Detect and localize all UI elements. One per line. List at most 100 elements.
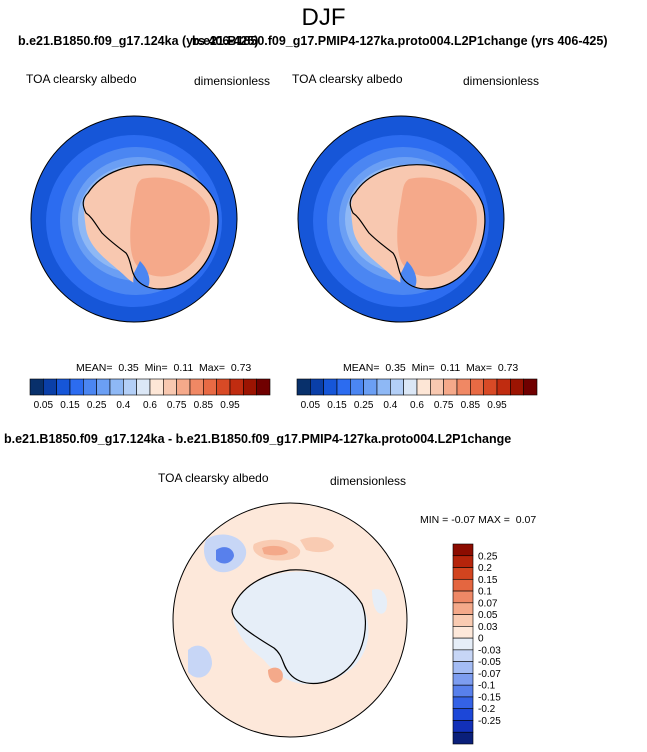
panel1-colorbar-swatch <box>149 378 164 396</box>
diff-colorbar-tick-label: 0.03 <box>478 622 498 633</box>
panel2-colorbar-swatch <box>403 378 418 396</box>
panel2-colorbar-swatch <box>496 378 511 396</box>
panel1-colorbar-swatch <box>123 378 137 396</box>
diff-colorbar-swatch <box>452 626 474 639</box>
panel2-colorbar-tick-label: 0.95 <box>487 400 507 411</box>
panel2-colorbar-swatch <box>336 378 351 396</box>
diff-colorbar-swatch <box>452 661 474 674</box>
diff-colorbar-tick-label: -0.25 <box>478 716 501 727</box>
panel2-colorbar-swatch <box>416 378 431 396</box>
panel2-colorbar: 0.05 0.15 0.25 0.4 0.6 0.75 0.85 0.95 <box>296 378 538 411</box>
diff-panel-title: b.e21.B1850.f09_g17.124ka - b.e21.B1850.… <box>4 432 512 446</box>
diff-colorbar-tick-label: -0.1 <box>478 681 496 692</box>
panel1-colorbar-swatch <box>83 378 97 396</box>
diff-colorbar-tick-label: -0.05 <box>478 657 501 668</box>
panel1-colorbar-swatch <box>243 378 257 396</box>
panel1-colorbar-tick-label: 0.4 <box>116 400 130 411</box>
panel2-colorbar-swatch <box>470 378 484 396</box>
panel2-colorbar-swatch <box>310 378 324 396</box>
diff-colorbar-swatch <box>452 602 474 615</box>
diff-colorbar-tick-label: -0.07 <box>478 669 501 680</box>
panel1-colorbar-swatch <box>109 378 124 396</box>
panel2-variable-label: TOA clearsky albedo <box>292 72 403 86</box>
diff-colorbar-swatch <box>452 637 474 651</box>
panel2-colorbar-swatch <box>510 378 524 396</box>
diff-colorbar-tick-label: 0.05 <box>478 610 498 621</box>
panel1-colorbar-swatch <box>43 378 57 396</box>
panel1-variable-label: TOA clearsky albedo <box>26 72 137 86</box>
panel2-colorbar-tick-label: 0.4 <box>383 400 397 411</box>
diff-colorbar-tick-label: -0.03 <box>478 645 501 656</box>
panel1-title: b.e21.B1850.f09_g17.124ka (yrs 406-425) <box>18 34 259 48</box>
panel1-stats: MEAN= 0.35 Min= 0.11 Max= 0.73 <box>76 362 252 374</box>
panel1-colorbar-swatch <box>256 378 271 396</box>
panel1-colorbar-tick-label: 0.85 <box>194 400 214 411</box>
diff-colorbar-swatch <box>452 684 474 698</box>
panel1-colorbar-swatch <box>189 378 204 396</box>
panel1-colorbar-tick-label: 0.6 <box>143 400 157 411</box>
panel1-colorbar-swatch <box>163 378 177 396</box>
panel1-colorbar: 0.05 0.15 0.25 0.4 0.6 0.75 0.85 0.95 <box>29 378 271 411</box>
diff-colorbar-swatch <box>452 649 474 662</box>
panel2-colorbar-swatch <box>443 378 458 396</box>
diff-polar-map <box>172 502 408 738</box>
panel2-colorbar-tick-label: 0.15 <box>327 400 347 411</box>
panel2-colorbar-swatch <box>456 378 471 396</box>
diff-colorbar-tick-label: 0.2 <box>478 563 492 574</box>
panel1-colorbar-swatch <box>136 378 151 396</box>
diff-colorbar-tick-label: 0.1 <box>478 587 492 598</box>
panel2-colorbar-tick-label: 0.05 <box>301 400 321 411</box>
panel1-colorbar-tick-label: 0.25 <box>87 400 107 411</box>
diff-colorbar-tick-label: 0.25 <box>478 551 498 562</box>
panel1-colorbar-tick-label: 0.75 <box>167 400 187 411</box>
panel1-colorbar-tick-label: 0.95 <box>220 400 240 411</box>
panel2-stats: MEAN= 0.35 Min= 0.11 Max= 0.73 <box>343 362 519 374</box>
figure-title: DJF <box>301 4 346 31</box>
panel1-units-label: dimensionless <box>194 74 271 88</box>
diff-colorbar-tick-label: 0.15 <box>478 575 498 586</box>
panel2-colorbar-tick-label: 0.75 <box>434 400 454 411</box>
diff-colorbar-swatch <box>452 543 474 557</box>
panel2-colorbar-swatch <box>350 378 364 396</box>
panel2-units-label: dimensionless <box>463 74 540 88</box>
panel1-colorbar-swatch <box>69 378 84 396</box>
diff-colorbar-tick-label: -0.2 <box>478 704 496 715</box>
panel1-colorbar-swatch <box>229 378 244 396</box>
panel1-colorbar-swatch <box>216 378 231 396</box>
diff-colorbar-swatch <box>452 614 474 627</box>
panel2-colorbar-swatch <box>363 378 378 396</box>
diff-colorbar-swatch <box>452 578 474 592</box>
diff-colorbar-swatch <box>452 720 474 733</box>
diff-colorbar-tick-label: 0 <box>478 634 484 645</box>
panel2-colorbar-tick-label: 0.6 <box>410 400 424 411</box>
panel1-colorbar-swatch <box>96 378 111 396</box>
diff-colorbar-tick-label: -0.15 <box>478 692 501 703</box>
panel2-colorbar-swatch <box>390 378 404 396</box>
panel2-colorbar-swatch <box>376 378 391 396</box>
panel2-colorbar-swatch <box>430 378 444 396</box>
diff-colorbar-swatch <box>452 567 474 580</box>
panel1-colorbar-swatch <box>203 378 217 396</box>
panel2-colorbar-swatch <box>483 378 498 396</box>
panel1-colorbar-swatch <box>29 378 44 396</box>
panel2-title: b.e21.B1850.f09_g17.PMIP4-127ka.proto004… <box>192 34 608 48</box>
diff-colorbar-swatch <box>452 696 474 710</box>
diff-units-label: dimensionless <box>330 474 407 488</box>
diff-variable-label: TOA clearsky albedo <box>158 471 269 485</box>
panel2-colorbar-swatch <box>296 378 311 396</box>
diff-colorbar-tick-label: 0.07 <box>478 598 498 609</box>
diff-colorbar-swatch <box>452 708 474 721</box>
diff-colorbar-swatch <box>452 590 474 604</box>
diff-colorbar: 0.250.20.150.10.070.050.030-0.03-0.05-0.… <box>452 543 501 745</box>
panel1-polar-map <box>30 115 238 323</box>
panel2-colorbar-tick-label: 0.25 <box>354 400 374 411</box>
panel2-polar-map <box>297 115 505 323</box>
panel2-colorbar-tick-label: 0.85 <box>461 400 481 411</box>
panel1-colorbar-tick-label: 0.05 <box>34 400 54 411</box>
diff-colorbar-swatch <box>452 555 474 568</box>
panel1-colorbar-swatch <box>56 378 71 396</box>
panel2-colorbar-swatch <box>523 378 538 396</box>
panel1-colorbar-swatch <box>176 378 191 396</box>
diff-colorbar-swatch <box>452 673 474 686</box>
panel1-colorbar-tick-label: 0.15 <box>60 400 80 411</box>
